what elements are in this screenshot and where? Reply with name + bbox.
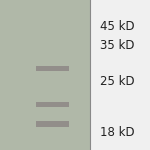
Bar [36,121,69,127]
Text: 35 kD: 35 kD [100,39,135,52]
Text: 25 kD: 25 kD [100,75,135,88]
Bar [36,66,69,70]
Bar [36,102,69,106]
Bar [90,0,150,150]
Bar [0,0,90,150]
Text: 18 kD: 18 kD [100,126,135,138]
Text: 45 kD: 45 kD [100,20,135,33]
